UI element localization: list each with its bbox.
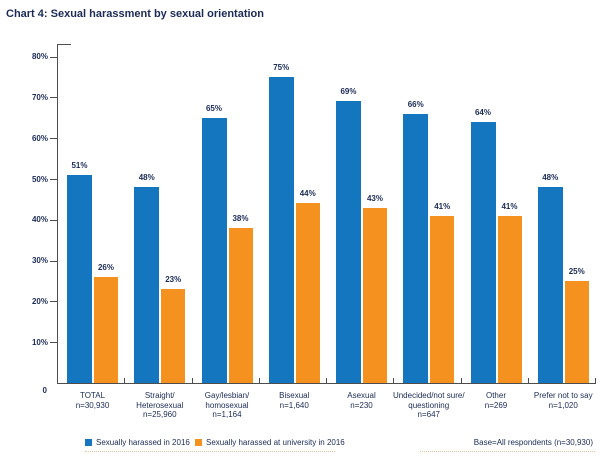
bar-value-label: 41% [501,201,518,211]
category-label-line: Heterosexual [136,400,184,410]
category-label-line: n=1,640 [279,400,309,410]
y-axis-tick [50,342,57,344]
x-axis-category-label: Undecided/not sure/questioning n=647 [387,391,471,420]
chart-title: Chart 4: Sexual harassment by sexual ori… [6,8,264,20]
bar-harassed-2016 [201,117,227,383]
y-axis-top-cap [57,44,71,45]
y-axis-tick-label: 50% [31,174,48,184]
bar-harassed-university-2016 [295,203,320,383]
y-axis-tick [50,56,57,58]
category-label-line: n=269 [484,400,508,410]
category-label-line: n=1,164 [212,410,242,419]
bar-harassed-2016 [403,113,429,383]
category-label-line: Gay/lesbian/ [204,391,250,400]
bar-value-label: 44% [299,189,316,199]
bar-harassed-university-2016 [363,207,387,383]
category-label-line: TOTAL [79,391,106,400]
y-axis-tick-label: 60% [31,133,48,143]
bar-harassed-2016 [268,77,294,383]
category-label-line: Other [485,391,506,400]
bar-value-label: 66% [407,99,424,109]
y-axis-tick-label: 10% [31,337,48,347]
x-axis-tick [595,378,596,383]
category-label-line: Prefer not to say [533,391,593,400]
x-axis-category-label: Bisexual n=1,640 [252,391,336,410]
bar-harassed-2016 [336,101,361,383]
x-axis-tick [258,378,260,383]
legend-swatch-orange [195,439,202,446]
x-axis-tick [527,378,529,383]
legend-swatch-blue [85,439,92,446]
bar-harassed-university-2016 [430,215,455,383]
category-label-line: homosexual [205,400,249,410]
bar-value-label: 48% [542,173,559,183]
bar-harassed-2016 [67,174,92,383]
y-axis-tick [50,301,57,303]
x-axis-tick [191,378,193,383]
bar-value-label: 38% [232,213,249,223]
bar-value-label: 43% [366,193,383,203]
bar-value-label: 64% [474,107,491,117]
y-axis-tick-label: 30% [31,256,48,266]
bar-value-label: 75% [273,63,290,72]
category-label-line: n=230 [350,400,373,410]
bar-harassed-university-2016 [161,289,186,383]
category-label-line: n=1,020 [548,400,578,410]
bar-value-label: 25% [568,267,585,276]
bar-value-label: 51% [71,160,88,170]
y-axis-line [57,44,58,384]
category-label-line: questioning [408,400,450,410]
category-label-line: Bisexual [279,391,310,400]
legend-label: Sexually harassed in 2016 [96,438,190,447]
y-axis-tick-label: 70% [31,92,48,102]
x-axis-category-label: Prefer not to say n=1,020 [521,391,600,410]
legend-item-harassed-university-2016: Sexually harassed at university in 2016 [195,438,345,447]
category-label-line: Asexual [347,391,376,400]
x-axis-line [57,383,596,384]
dotted-rule-left [85,451,335,452]
bar-value-label: 69% [340,87,357,97]
bar-value-label: 48% [138,173,155,183]
bar-value-label: 23% [165,275,182,285]
category-label-line: n=25,960 [142,410,177,419]
x-axis-tick [460,378,462,383]
y-axis-tick [50,260,57,262]
x-axis-category-label: TOTAL n=30,930 [51,391,135,410]
x-axis-tick [326,378,327,383]
bar-harassed-2016 [134,187,160,383]
y-axis-tick-label: 0 [42,386,47,395]
y-axis-tick [50,138,57,140]
category-label-line: n=30,930 [75,400,110,410]
bar-harassed-2016 [470,121,496,383]
y-axis-tick-label: 40% [31,215,48,225]
category-label-line: Undecided/not sure/ [392,391,465,400]
bar-harassed-university-2016 [564,281,589,383]
bar-harassed-2016 [537,187,563,383]
y-axis-tick [50,219,57,221]
y-axis-tick [50,179,57,180]
dotted-rule-right [420,451,595,452]
category-label-line: n=647 [417,410,440,419]
bar-value-label: 65% [205,103,222,113]
x-axis-tick [124,378,126,383]
y-axis-tick [50,97,57,99]
legend-label: Sexually harassed at university in 2016 [206,438,345,447]
bar-value-label: 26% [97,262,114,272]
x-axis-category-label: Asexual n=230 [320,391,404,410]
base-note: Base=All respondents (n=30,930) [473,438,593,447]
bar-harassed-university-2016 [497,215,522,383]
category-label-line: Straight/ [144,391,175,400]
x-axis-category-label: Other n=269 [454,391,538,410]
y-axis-tick-label: 80% [31,52,48,62]
x-axis-category-label: Straight/Heterosexual n=25,960 [118,391,202,420]
bar-harassed-university-2016 [94,276,118,383]
x-axis-category-label: Gay/lesbian/homosexual n=1,164 [185,391,269,420]
bar-value-label: 41% [434,201,451,211]
y-axis-tick-label: 20% [31,296,48,306]
legend-item-harassed-2016: Sexually harassed in 2016 [85,438,190,447]
bar-harassed-university-2016 [228,227,253,383]
x-axis-tick [393,378,395,383]
